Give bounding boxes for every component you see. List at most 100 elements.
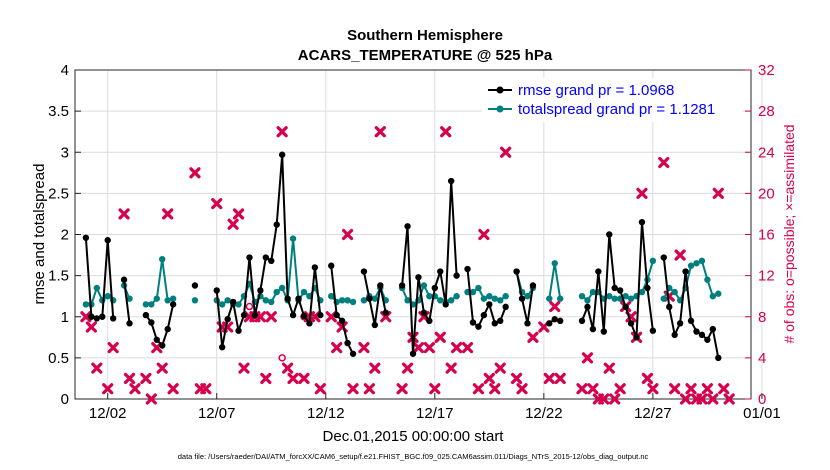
chart-title-line1: Southern Hemisphere xyxy=(347,27,503,44)
rmse-point xyxy=(153,336,160,343)
obs-assimilated-marker xyxy=(238,362,250,374)
totalspread-point xyxy=(693,260,700,267)
rmse-point xyxy=(120,276,128,283)
obs-assimilated-marker xyxy=(123,372,136,385)
rmse-point xyxy=(398,282,406,289)
totalspread-point xyxy=(262,297,270,304)
rmse-point xyxy=(382,309,389,316)
rmse-point xyxy=(600,328,608,335)
obs-assimilated-marker xyxy=(276,126,288,138)
totalspread-point xyxy=(611,295,618,302)
rmse-point xyxy=(687,317,695,325)
rmse-point xyxy=(159,342,166,349)
rmse-point xyxy=(475,323,482,330)
totalspread-point xyxy=(638,288,646,296)
obs-assimilated-marker xyxy=(527,331,539,343)
rmse-point xyxy=(366,295,373,302)
rmse-point xyxy=(377,282,384,289)
rmse-point xyxy=(469,319,477,326)
rmse-point xyxy=(409,350,417,357)
y-tick-label-left: 3 xyxy=(61,144,69,161)
x-tick-label: 12/22 xyxy=(525,405,563,422)
rmse-point xyxy=(606,231,613,238)
rmse-point xyxy=(289,311,297,319)
totalspread-point xyxy=(159,255,166,263)
obs-assimilated-marker xyxy=(80,311,92,323)
obs-assimilated-marker xyxy=(211,198,223,210)
obs-assimilated-marker xyxy=(156,362,168,374)
rmse-point xyxy=(273,221,280,228)
obs-assimilated-marker xyxy=(412,341,425,354)
totalspread-point xyxy=(502,292,509,300)
totalspread-point xyxy=(104,292,111,300)
obs-assimilated-marker xyxy=(189,167,201,179)
rmse-point xyxy=(442,301,449,308)
rmse-point xyxy=(529,282,537,289)
obs-assimilated-marker xyxy=(587,383,599,395)
obs-assimilated-marker xyxy=(581,352,594,364)
obs-assimilated-marker xyxy=(516,383,528,395)
rmse-point xyxy=(578,317,586,325)
totalspread-point xyxy=(420,282,428,289)
obs-assimilated-marker xyxy=(423,341,435,354)
totalspread-point xyxy=(273,288,280,296)
rmse-point xyxy=(551,316,558,323)
totalspread-point xyxy=(404,297,411,304)
rmse-point xyxy=(682,268,689,275)
legend-rmse-marker xyxy=(496,86,504,94)
obs-assimilated-marker xyxy=(669,383,681,395)
rmse-point xyxy=(142,311,150,319)
rmse-point xyxy=(415,274,422,281)
totalspread-point xyxy=(164,297,171,304)
legend-spread-marker xyxy=(496,105,504,113)
data-marks xyxy=(80,126,735,405)
rmse-point xyxy=(518,295,526,302)
totalspread-point xyxy=(497,297,504,304)
obs-assimilated-marker xyxy=(227,218,239,230)
legend: rmse grand pr = 1.0968 totalspread grand… xyxy=(482,78,742,122)
rmse-point xyxy=(698,331,706,339)
y-tick-label-right: 28 xyxy=(758,103,775,120)
totalspread-point xyxy=(649,257,657,265)
axis-ticks: 12/02 12/07 12/12 12/17 12/22 12/27 01/0100.51… xyxy=(48,62,781,422)
rmse-point xyxy=(486,301,493,308)
rmse-point xyxy=(164,325,171,333)
obs-assimilated-marker xyxy=(723,393,735,405)
rmse-point xyxy=(284,295,291,302)
rmse-point xyxy=(338,317,346,325)
obs-assimilated-marker xyxy=(554,372,566,385)
totalspread-point xyxy=(300,288,308,296)
rmse-point xyxy=(278,151,286,158)
rmse-point xyxy=(224,316,231,323)
totalspread-point xyxy=(278,284,286,292)
obs-assimilated-marker xyxy=(707,393,719,405)
rmse-point xyxy=(595,268,602,275)
rmse-point xyxy=(311,264,319,271)
rmse-point xyxy=(622,303,629,311)
rmse-point xyxy=(295,295,302,302)
obs-assimilated-marker xyxy=(609,393,621,405)
rmse-point xyxy=(556,317,564,325)
totalspread-point xyxy=(453,292,460,300)
rmse-point xyxy=(371,321,379,329)
rmse-point xyxy=(344,339,351,347)
obs-assimilated-marker xyxy=(118,208,130,220)
y-tick-label-right: 4 xyxy=(758,350,766,367)
totalspread-point xyxy=(191,297,199,304)
obs-assimilated-marker xyxy=(85,321,97,333)
rmse-point xyxy=(627,320,635,327)
totalspread-point xyxy=(546,295,553,302)
rmse-point xyxy=(240,311,248,319)
y-tick-label-left: 2.5 xyxy=(48,185,69,202)
obs-assimilated-marker xyxy=(679,393,692,405)
totalspread-point xyxy=(338,297,346,304)
rmse-point xyxy=(644,284,651,292)
obs-assimilated-marker xyxy=(478,228,490,241)
totalspread-point xyxy=(371,295,379,302)
obs-assimilated-marker xyxy=(145,393,157,405)
obs-assimilated-marker xyxy=(265,311,277,323)
totalspread-point xyxy=(349,298,357,306)
x-tick-label: 12/07 xyxy=(198,405,236,422)
obs-assimilated-marker xyxy=(396,383,408,395)
